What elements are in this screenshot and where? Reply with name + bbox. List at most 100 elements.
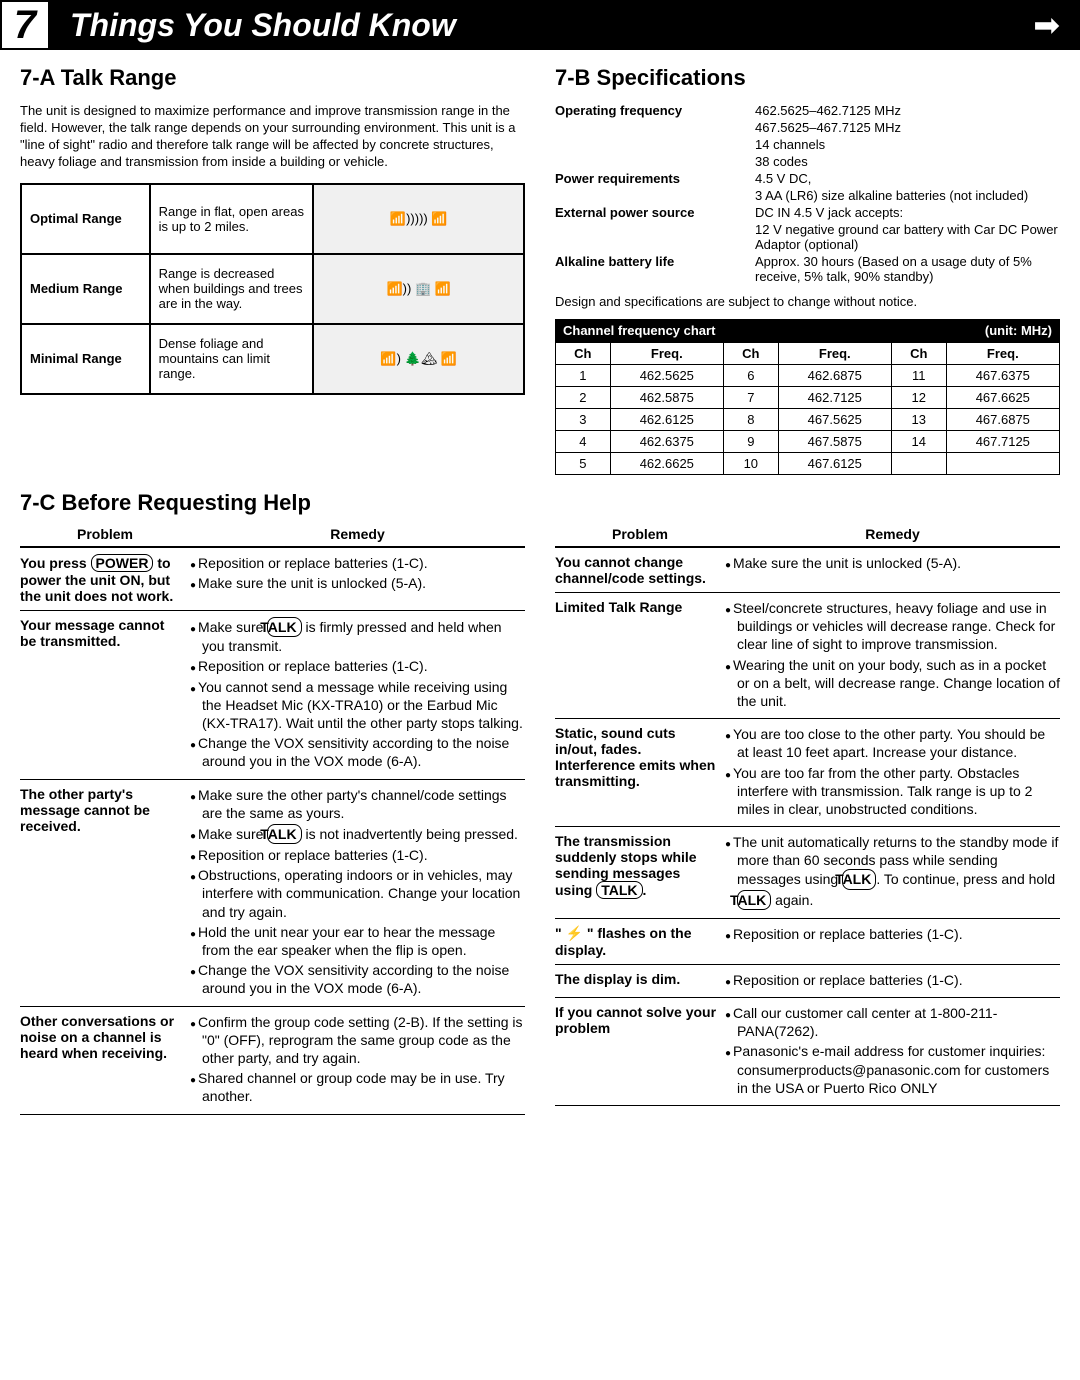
problem-text: You press POWER to power the unit ON, bu… bbox=[20, 554, 190, 604]
table-header: Problem Remedy bbox=[20, 526, 525, 548]
spec-row: 467.5625–467.7125 MHz bbox=[555, 120, 1060, 135]
spec-value: 4.5 V DC, bbox=[755, 171, 1060, 186]
table-header: Problem Remedy bbox=[555, 526, 1060, 548]
spec-label: Alkaline battery life bbox=[555, 254, 755, 284]
trouble-row: The display is dim. Reposition or replac… bbox=[555, 965, 1060, 998]
remedy-item: You cannot send a message while receivin… bbox=[190, 678, 525, 733]
spec-row: 3 AA (LR6) size alkaline batteries (not … bbox=[555, 188, 1060, 203]
range-illustration: 📶))))) 📶 bbox=[313, 184, 524, 254]
freq-cell: 462.6125 bbox=[610, 409, 723, 431]
remedy-item: Reposition or replace batteries (1-C). bbox=[725, 971, 1060, 989]
freq-cell: 1 bbox=[556, 365, 611, 387]
remedy-item: Confirm the group code setting (2-B). If… bbox=[190, 1013, 525, 1068]
problem-text: The other party's message cannot be rece… bbox=[20, 786, 190, 1000]
remedy-item: Reposition or replace batteries (1-C). bbox=[190, 554, 525, 572]
problem-text: You cannot change channel/code settings. bbox=[555, 554, 725, 586]
problem-text: The display is dim. bbox=[555, 971, 725, 991]
trouble-row: The transmission suddenly stops while se… bbox=[555, 827, 1060, 919]
remedy-item: Reposition or replace batteries (1-C). bbox=[725, 925, 1060, 943]
remedy-list: Reposition or replace batteries (1-C). bbox=[725, 971, 1060, 991]
remedy-item: Wearing the unit on your body, such as i… bbox=[725, 656, 1060, 711]
freq-cell: 13 bbox=[891, 409, 946, 431]
section-a-intro: The unit is designed to maximize perform… bbox=[20, 103, 525, 171]
spec-label: Power requirements bbox=[555, 171, 755, 186]
freq-column-header: Ch bbox=[891, 343, 946, 365]
chapter-number: 7 bbox=[0, 0, 50, 50]
frequency-chart-header: Channel frequency chart (unit: MHz) bbox=[555, 319, 1060, 342]
remedy-item: You are too far from the other party. Ob… bbox=[725, 764, 1060, 819]
freq-cell: 467.6875 bbox=[946, 409, 1059, 431]
problem-text: Static, sound cuts in/out, fades. Interf… bbox=[555, 725, 725, 820]
remedy-list: Confirm the group code setting (2-B). If… bbox=[190, 1013, 525, 1108]
trouble-row: " ⚡ " flashes on the display. Reposition… bbox=[555, 919, 1060, 965]
range-row: Optimal Range Range in flat, open areas … bbox=[21, 184, 524, 254]
spec-row: 38 codes bbox=[555, 154, 1060, 169]
remedy-list: Make sure the unit is unlocked (5-A). bbox=[725, 554, 1060, 586]
remedy-item: Reposition or replace batteries (1-C). bbox=[190, 846, 525, 864]
freq-unit: (unit: MHz) bbox=[985, 323, 1052, 338]
freq-title: Channel frequency chart bbox=[563, 323, 715, 338]
header-problem: Problem bbox=[555, 526, 725, 542]
trouble-row: Limited Talk Range Steel/concrete struct… bbox=[555, 593, 1060, 719]
freq-cell: 462.5625 bbox=[610, 365, 723, 387]
section-b-title: 7-B Specifications bbox=[555, 65, 1060, 91]
remedy-list: Make sure TALK is firmly pressed and hel… bbox=[190, 617, 525, 773]
range-table: Optimal Range Range in flat, open areas … bbox=[20, 183, 525, 395]
spec-label bbox=[555, 137, 755, 152]
freq-column-header: Freq. bbox=[778, 343, 891, 365]
spec-label bbox=[555, 154, 755, 169]
header-remedy: Remedy bbox=[725, 526, 1060, 542]
remedy-item: Make sure the unit is unlocked (5-A). bbox=[725, 554, 1060, 572]
freq-row: 1462.56256462.687511467.6375 bbox=[556, 365, 1060, 387]
remedy-item: Call our customer call center at 1-800-2… bbox=[725, 1004, 1060, 1040]
freq-cell: 2 bbox=[556, 387, 611, 409]
problem-text: " ⚡ " flashes on the display. bbox=[555, 925, 725, 958]
remedy-item: Shared channel or group code may be in u… bbox=[190, 1069, 525, 1105]
freq-cell: 462.6375 bbox=[610, 431, 723, 453]
spec-label: External power source bbox=[555, 205, 755, 220]
remedy-list: Make sure the other party's channel/code… bbox=[190, 786, 525, 1000]
spec-row: Power requirements 4.5 V DC, bbox=[555, 171, 1060, 186]
freq-cell: 4 bbox=[556, 431, 611, 453]
spec-value: 3 AA (LR6) size alkaline batteries (not … bbox=[755, 188, 1060, 203]
range-label: Minimal Range bbox=[21, 324, 150, 394]
range-label: Optimal Range bbox=[21, 184, 150, 254]
remedy-item: Reposition or replace batteries (1-C). bbox=[190, 657, 525, 675]
freq-row: 2462.58757462.712512467.6625 bbox=[556, 387, 1060, 409]
trouble-row: You cannot change channel/code settings.… bbox=[555, 548, 1060, 593]
freq-cell: 462.5875 bbox=[610, 387, 723, 409]
spec-row: 14 channels bbox=[555, 137, 1060, 152]
remedy-item: Change the VOX sensitivity according to … bbox=[190, 961, 525, 997]
remedy-list: Reposition or replace batteries (1-C). Ma… bbox=[190, 554, 525, 604]
remedy-item: Make sure the unit is unlocked (5-A). bbox=[190, 574, 525, 592]
freq-cell bbox=[891, 453, 946, 475]
remedy-list: Reposition or replace batteries (1-C). bbox=[725, 925, 1060, 958]
problem-text: Other conversations or noise on a channe… bbox=[20, 1013, 190, 1108]
remedy-list: Call our customer call center at 1-800-2… bbox=[725, 1004, 1060, 1099]
freq-cell: 467.5625 bbox=[778, 409, 891, 431]
freq-cell: 14 bbox=[891, 431, 946, 453]
range-row: Medium Range Range is decreased when bui… bbox=[21, 254, 524, 324]
remedy-item: Obstructions, operating indoors or in ve… bbox=[190, 866, 525, 921]
range-label: Medium Range bbox=[21, 254, 150, 324]
page-header: 7 Things You Should Know ➡ bbox=[0, 0, 1080, 50]
troubleshooting-columns: Problem Remedy You press POWER to power … bbox=[20, 526, 1060, 1115]
freq-column-header: Freq. bbox=[946, 343, 1059, 365]
troubleshooting-left: Problem Remedy You press POWER to power … bbox=[20, 526, 525, 1115]
problem-text: If you cannot solve your problem bbox=[555, 1004, 725, 1099]
range-description: Range in flat, open areas is up to 2 mil… bbox=[150, 184, 314, 254]
remedy-item: Change the VOX sensitivity according to … bbox=[190, 734, 525, 770]
remedy-item: Steel/concrete structures, heavy foliage… bbox=[725, 599, 1060, 654]
remedy-item: You are too close to the other party. Yo… bbox=[725, 725, 1060, 761]
remedy-list: Steel/concrete structures, heavy foliage… bbox=[725, 599, 1060, 712]
freq-cell: 9 bbox=[723, 431, 778, 453]
remedy-item: Panasonic's e-mail address for customer … bbox=[725, 1042, 1060, 1097]
remedy-item: Make sure TALK is firmly pressed and hel… bbox=[190, 617, 525, 655]
continue-arrow-icon: ➡ bbox=[1033, 6, 1060, 44]
header-problem: Problem bbox=[20, 526, 190, 542]
spec-note: Design and specifications are subject to… bbox=[555, 294, 1060, 309]
remedy-item: Hold the unit near your ear to hear the … bbox=[190, 923, 525, 959]
freq-cell: 3 bbox=[556, 409, 611, 431]
range-illustration: 📶) 🌲🏔 📶 bbox=[313, 324, 524, 394]
remedy-item: The unit automatically returns to the st… bbox=[725, 833, 1060, 910]
